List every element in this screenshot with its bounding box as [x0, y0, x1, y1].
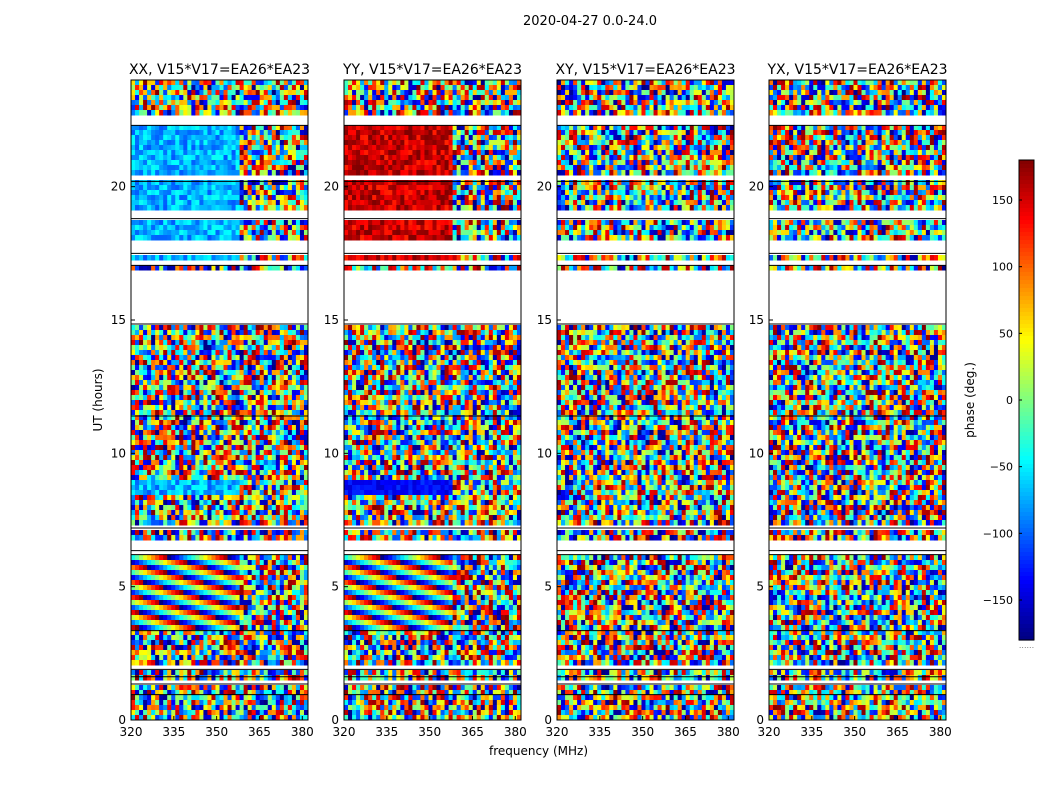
panel-title-2: YY, V15*V17=EA26*EA23 — [342, 62, 522, 78]
y-tick-label: 5 — [756, 580, 764, 594]
colorbar-tick-label: −150 — [983, 594, 1013, 607]
x-tick-label: 350 — [843, 725, 866, 739]
heatmap-cells-panel-3 — [557, 80, 735, 721]
y-tick-label: 0 — [118, 713, 126, 727]
y-tick-label: 10 — [324, 446, 339, 460]
panel-title-4: YX, V15*V17=EA26*EA23 — [766, 62, 947, 78]
y-tick-label: 20 — [537, 180, 552, 194]
x-tick-label: 335 — [588, 725, 611, 739]
x-tick-label: 380 — [504, 725, 527, 739]
x-tick-label: 320 — [546, 725, 569, 739]
x-axis-label: frequency (MHz) — [489, 744, 588, 758]
x-tick-label: 350 — [418, 725, 441, 739]
y-tick-label: 10 — [111, 446, 126, 460]
x-tick-label: 380 — [291, 725, 314, 739]
y-tick-label: 0 — [756, 713, 764, 727]
x-tick-label: 350 — [205, 725, 228, 739]
x-tick-label: 380 — [929, 725, 952, 739]
heatmap-cells-panel-1 — [131, 80, 309, 721]
colorbar-label: phase (deg.) — [963, 362, 977, 438]
colorbar-tick-label: 0 — [1006, 394, 1013, 407]
y-tick-label: 15 — [324, 313, 339, 327]
y-tick-label: 5 — [331, 580, 339, 594]
x-tick-label: 380 — [717, 725, 740, 739]
x-tick-label: 365 — [886, 725, 909, 739]
heatmap-cells-panel-4 — [769, 80, 947, 721]
x-tick-label: 365 — [461, 725, 484, 739]
colorbar-bottom-text: ...... — [1019, 641, 1034, 650]
colorbar-tick-label: 50 — [999, 327, 1013, 340]
x-tick-label: 335 — [800, 725, 823, 739]
colorbar-tick-label: 100 — [992, 261, 1013, 274]
y-axis-label: UT (hours) — [91, 368, 105, 431]
panel-title-1: XX, V15*V17=EA26*EA23 — [129, 62, 310, 78]
y-tick-label: 15 — [537, 313, 552, 327]
colorbar-tick-label: 150 — [992, 194, 1013, 207]
x-tick-label: 350 — [631, 725, 654, 739]
y-tick-label: 20 — [324, 180, 339, 194]
x-tick-label: 365 — [674, 725, 697, 739]
x-tick-label: 335 — [162, 725, 185, 739]
heatmap-cells-panel-2 — [344, 80, 522, 721]
phase-waterfall-figure: XX, V15*V17=EA26*EA23 320 335 350 365 380 0 5 10… — [0, 0, 1050, 800]
y-tick-label: 5 — [118, 580, 126, 594]
y-tick-label: 10 — [537, 446, 552, 460]
x-tick-label: 365 — [248, 725, 271, 739]
x-tick-label: 320 — [758, 725, 781, 739]
x-tick-label: 335 — [375, 725, 398, 739]
colorbar-tick-label: −100 — [983, 527, 1013, 540]
x-tick-label: 320 — [333, 725, 356, 739]
y-tick-label: 15 — [749, 313, 764, 327]
panel-title-3: XY, V15*V17=EA26*EA23 — [555, 62, 735, 78]
y-tick-label: 0 — [331, 713, 339, 727]
x-tick-label: 320 — [120, 725, 143, 739]
y-tick-label: 20 — [111, 180, 126, 194]
y-tick-label: 0 — [544, 713, 552, 727]
y-tick-label: 15 — [111, 313, 126, 327]
colorbar-tick-label: −50 — [990, 461, 1013, 474]
y-tick-label: 10 — [749, 446, 764, 460]
y-tick-label: 20 — [749, 180, 764, 194]
y-tick-label: 5 — [544, 580, 552, 594]
